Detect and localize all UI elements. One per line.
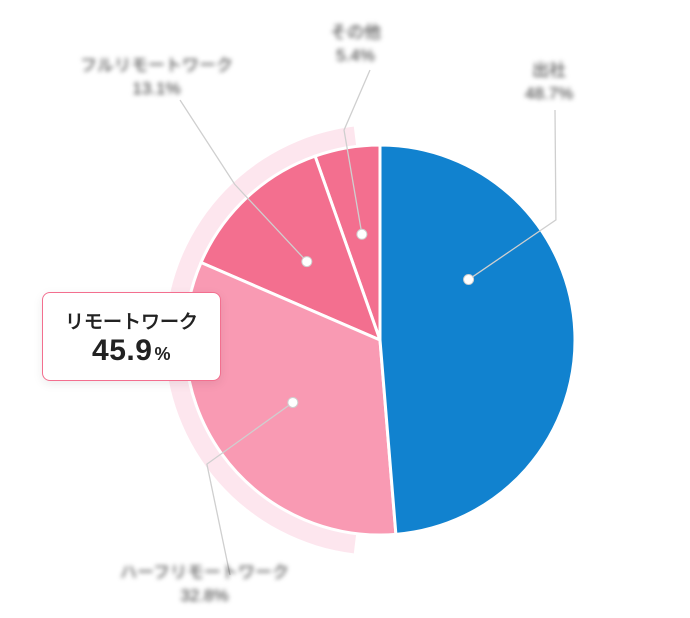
callout-title: リモートワーク [65,307,198,334]
label-full-remote: フルリモートワーク 13.1% [80,55,233,101]
leader-marker-half_remote [288,397,298,407]
pie-slice-commute [380,145,575,534]
label-other-pct: 5.4% [330,45,381,68]
label-full-remote-name: フルリモートワーク [80,55,233,78]
label-other-name: その他 [330,22,381,45]
pie-chart-container: 出社 48.7% その他 5.4% フルリモートワーク 13.1% ハーフリモー… [0,0,690,618]
label-commute-pct: 48.7% [525,83,573,106]
leader-marker-other [357,229,367,239]
label-half-remote: ハーフリモートワーク 32.8% [120,562,289,608]
label-commute-name: 出社 [525,60,573,83]
label-half-remote-pct: 32.8% [120,585,289,608]
callout-percent-unit: % [154,344,171,364]
label-half-remote-name: ハーフリモートワーク [120,562,289,585]
remote-work-callout: リモートワーク 45.9% [42,292,221,381]
callout-percent: 45.9% [65,334,198,368]
callout-percent-value: 45.9 [92,334,152,367]
leader-marker-commute [464,275,474,285]
leader-marker-full_remote [302,257,312,267]
label-full-remote-pct: 13.1% [80,78,233,101]
label-other: その他 5.4% [330,22,381,68]
label-commute: 出社 48.7% [525,60,573,106]
